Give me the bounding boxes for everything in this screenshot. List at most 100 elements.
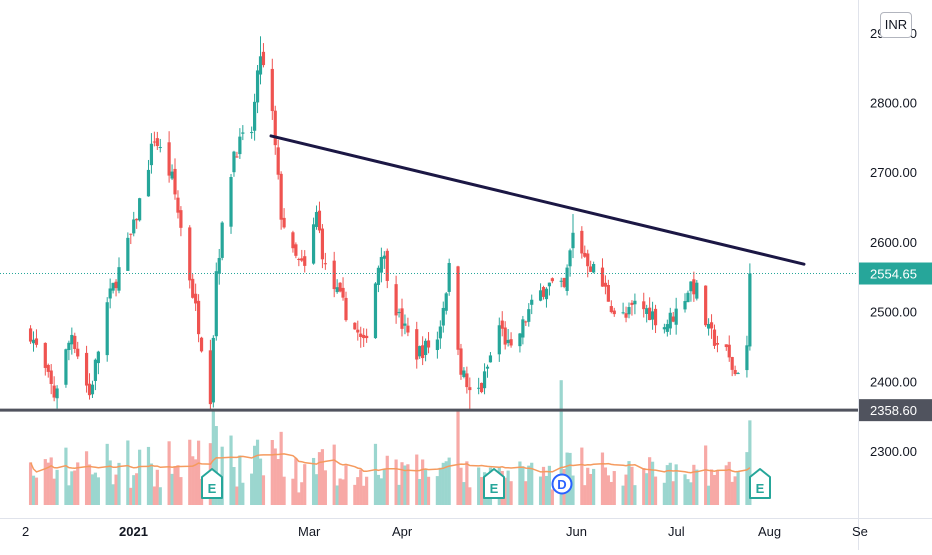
volume-bar [332, 444, 336, 505]
volume-bar [108, 460, 112, 505]
volume-bar [196, 440, 201, 505]
time-tick-label: Se [852, 524, 868, 539]
candle-body [250, 132, 254, 134]
candle-body [191, 278, 195, 298]
earnings-marker [749, 468, 771, 499]
earnings-marker-label: E [756, 481, 765, 496]
candle-body [709, 322, 714, 329]
volume-bar [530, 462, 534, 505]
volume-bar [55, 469, 59, 505]
volume-bar [179, 477, 183, 505]
candle-body [105, 302, 109, 356]
volume-bar [459, 467, 463, 505]
candle-body [462, 370, 466, 377]
candle-body [650, 311, 655, 320]
volume-bar [648, 457, 652, 505]
volume-bar [64, 447, 68, 505]
price-tick-label: 2800.00 [870, 96, 917, 111]
candle-body [459, 348, 463, 375]
candle-body [712, 329, 717, 346]
last-price-tag [859, 262, 932, 285]
volume-bar [173, 466, 177, 505]
earnings-marker-label: E [208, 481, 217, 496]
time-tick-label: Mar [298, 524, 321, 539]
candle-body [724, 344, 728, 348]
candle-body [704, 285, 708, 326]
volume-bar [609, 481, 613, 505]
volume-bar [712, 475, 717, 505]
candle-body [397, 312, 401, 314]
volume-bar [733, 476, 737, 505]
volume-bar [46, 462, 50, 505]
volume-bar [418, 479, 422, 505]
volume-bar [586, 467, 590, 505]
candle-body [603, 282, 608, 287]
volume-bar [356, 477, 360, 505]
candle-body [55, 388, 59, 399]
candle-body [438, 326, 442, 339]
candle-body [146, 169, 151, 197]
volume-bar [376, 474, 381, 505]
earnings-marker-label: E [490, 481, 499, 496]
candle-body [627, 307, 631, 315]
volume-bar [323, 470, 327, 505]
volume-bar [93, 472, 98, 505]
volume-bar [170, 473, 174, 505]
volume-bar [317, 452, 322, 505]
candle-body [385, 250, 389, 281]
volume-bar [748, 420, 752, 505]
candle-body [282, 217, 286, 228]
candle-body [468, 387, 472, 391]
candle-body [421, 345, 425, 359]
volume-bar [84, 451, 89, 505]
candle-body [138, 198, 142, 221]
candle-body [273, 110, 277, 146]
volume-bar [279, 431, 283, 505]
candle-body [662, 327, 666, 330]
volume-bar [238, 455, 242, 505]
volume-bar [138, 449, 142, 505]
volume-bar [167, 441, 171, 505]
candle-body [441, 307, 445, 326]
volume-bar [435, 476, 439, 505]
candle-body [373, 283, 378, 339]
candle-body [303, 256, 307, 266]
volume-bar [158, 487, 162, 505]
volume-bar [630, 466, 634, 505]
volume-bar [423, 468, 428, 505]
candle-body [155, 138, 159, 147]
currency-badge[interactable]: INR [880, 12, 912, 38]
candle-body [297, 258, 301, 260]
candle-body [108, 288, 112, 299]
time-tick-label: Jun [566, 524, 587, 539]
candle-body [423, 340, 428, 356]
candle-body [592, 264, 596, 273]
volume-bar [320, 449, 325, 505]
time-tick-label: 2021 [119, 524, 148, 539]
candle-body [90, 384, 95, 395]
candle-body [114, 281, 118, 289]
candle-body [686, 292, 690, 303]
candle-body [135, 218, 139, 221]
candle-body [689, 281, 693, 292]
candle-body [70, 334, 74, 345]
volume-bar [668, 462, 672, 505]
price-tick-label: 2300.00 [870, 444, 917, 459]
volume-bar [365, 476, 369, 505]
volume-bar [90, 474, 95, 505]
volume-bar [606, 475, 610, 505]
candle-body [356, 329, 360, 333]
volume-bar [261, 475, 266, 505]
candle-body [87, 383, 92, 396]
volume-bar [441, 462, 445, 505]
volume-bar [191, 456, 195, 505]
candle-body [362, 334, 366, 339]
candle-body [132, 219, 136, 234]
candle-body [211, 337, 215, 403]
volume-bar [311, 457, 316, 505]
candle-body [67, 342, 71, 351]
volume-bar [229, 435, 233, 505]
candle-body [683, 301, 687, 310]
